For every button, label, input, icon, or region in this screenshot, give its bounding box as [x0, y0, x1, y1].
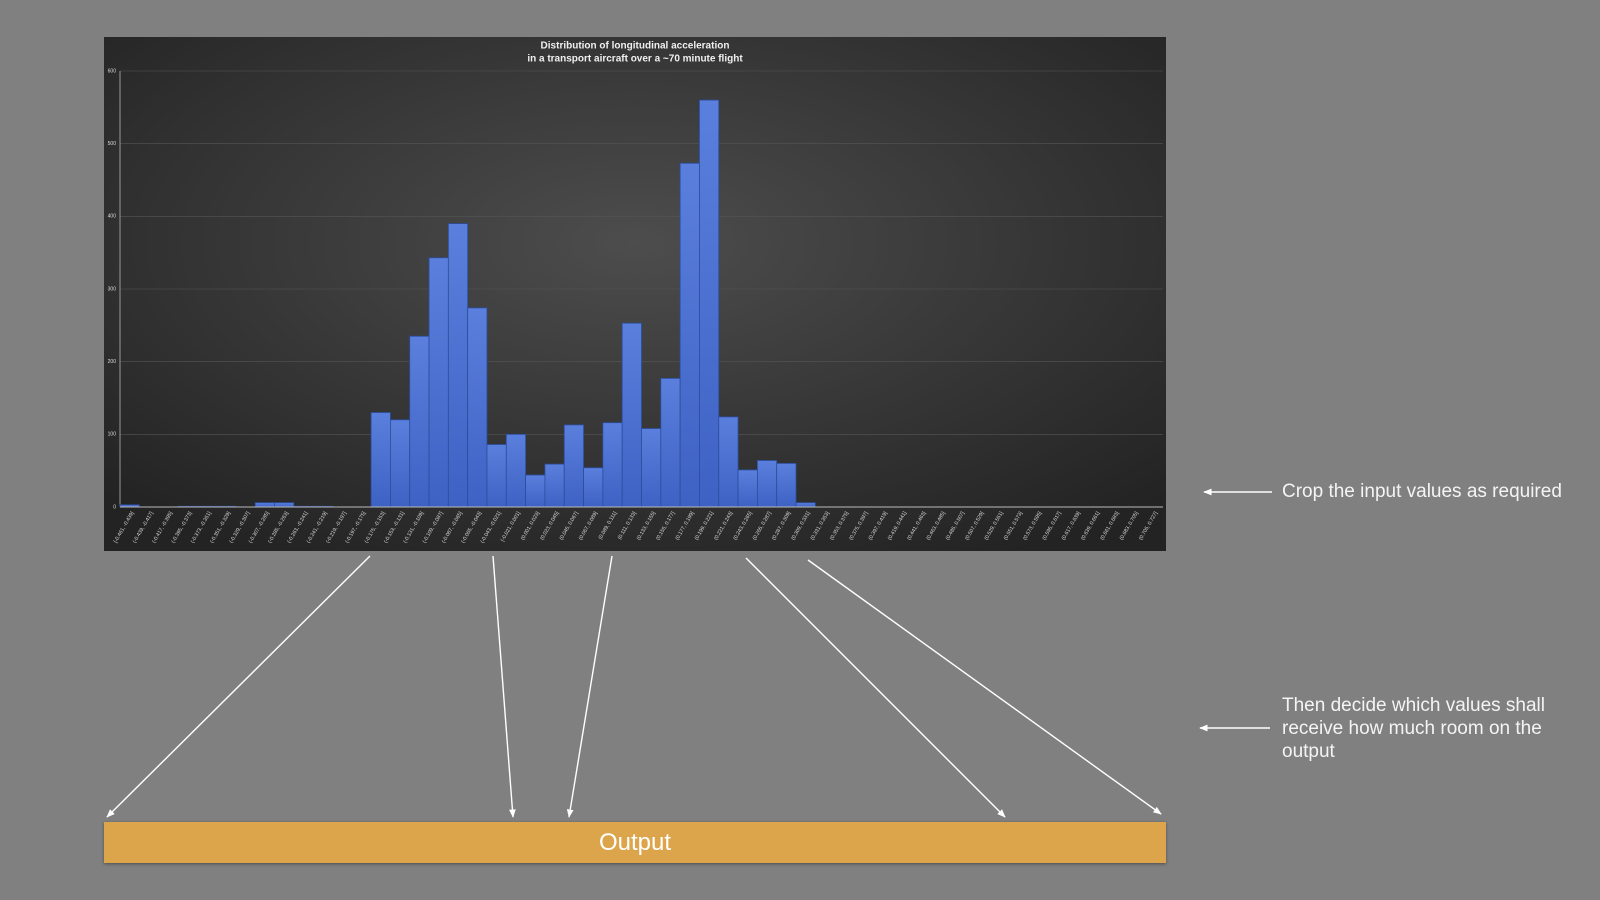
arrow	[492, 555, 516, 818]
y-tick-label: 400	[108, 214, 117, 220]
bar	[621, 322, 642, 508]
arrow	[745, 557, 1006, 818]
bar	[505, 433, 527, 508]
y-tick-label: 300	[108, 286, 117, 292]
bar	[254, 502, 275, 508]
bar	[544, 463, 565, 508]
y-tick-label: 0	[113, 504, 116, 510]
arrow	[807, 559, 1162, 815]
bar	[525, 474, 546, 508]
bar	[409, 335, 430, 508]
bar	[660, 377, 681, 508]
output-bar: Output	[104, 822, 1166, 863]
arrow	[566, 555, 613, 818]
bar	[737, 469, 758, 508]
annotation: Then decide which values shall receive h…	[1282, 695, 1545, 762]
bar	[776, 462, 797, 508]
bar	[718, 416, 739, 508]
bar	[274, 502, 295, 508]
bar	[428, 257, 449, 508]
chart-title: Distribution of longitudinal acceleratio…	[541, 41, 730, 52]
arrow	[106, 555, 371, 818]
bar	[447, 223, 469, 508]
y-tick-label: 200	[108, 359, 117, 365]
bar	[699, 99, 720, 508]
y-tick-label: 100	[108, 432, 117, 438]
bar	[370, 412, 391, 508]
bar	[602, 422, 623, 508]
bar	[390, 419, 411, 508]
annotation: Crop the input values as required	[1282, 481, 1562, 502]
arrows	[106, 488, 1272, 818]
y-tick-label: 500	[108, 141, 117, 147]
bar	[641, 428, 662, 508]
bar	[486, 444, 507, 508]
bar	[756, 460, 778, 508]
bar	[583, 467, 604, 508]
bar	[467, 307, 488, 508]
bar	[563, 424, 584, 508]
bar	[679, 162, 700, 508]
bar	[795, 502, 816, 508]
y-tick-label: 600	[108, 68, 117, 74]
chart-subtitle: in a transport aircraft over a ~70 minut…	[527, 54, 743, 65]
